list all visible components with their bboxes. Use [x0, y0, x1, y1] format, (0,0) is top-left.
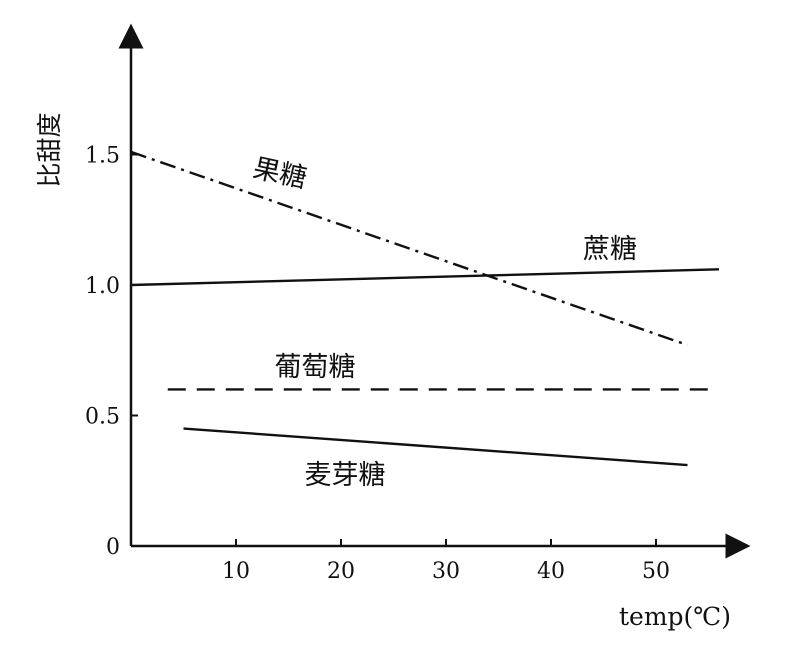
series-label: 葡萄糖: [275, 352, 356, 383]
series-line: [183, 427, 688, 467]
series-line: [130, 150, 688, 347]
series-label: 麦芽糖: [305, 460, 386, 491]
y-tick-label: 0.5: [85, 405, 120, 430]
x-tick-label: 20: [327, 559, 355, 584]
series-label: 蔗糖: [583, 234, 637, 265]
y-tick-label: 1.0: [85, 274, 120, 299]
tick-labels: 10 20 30 40 50 0 0.5 1.0 1.5: [85, 144, 670, 585]
x-axis-title: temp(℃): [619, 602, 731, 631]
x-tick-label: 40: [537, 559, 565, 584]
y-axis-title: 比甜度: [35, 112, 64, 187]
series-label: 果糖: [250, 153, 309, 195]
y-tick-label: 1.5: [85, 144, 120, 169]
x-tick-label: 30: [432, 559, 460, 584]
y-tick-label: 0: [106, 535, 120, 560]
x-tick-label: 10: [222, 559, 250, 584]
series-line: [130, 268, 720, 287]
series-lines: [130, 150, 720, 467]
x-tick-label: 50: [642, 559, 670, 584]
tick-marks: [131, 153, 657, 546]
